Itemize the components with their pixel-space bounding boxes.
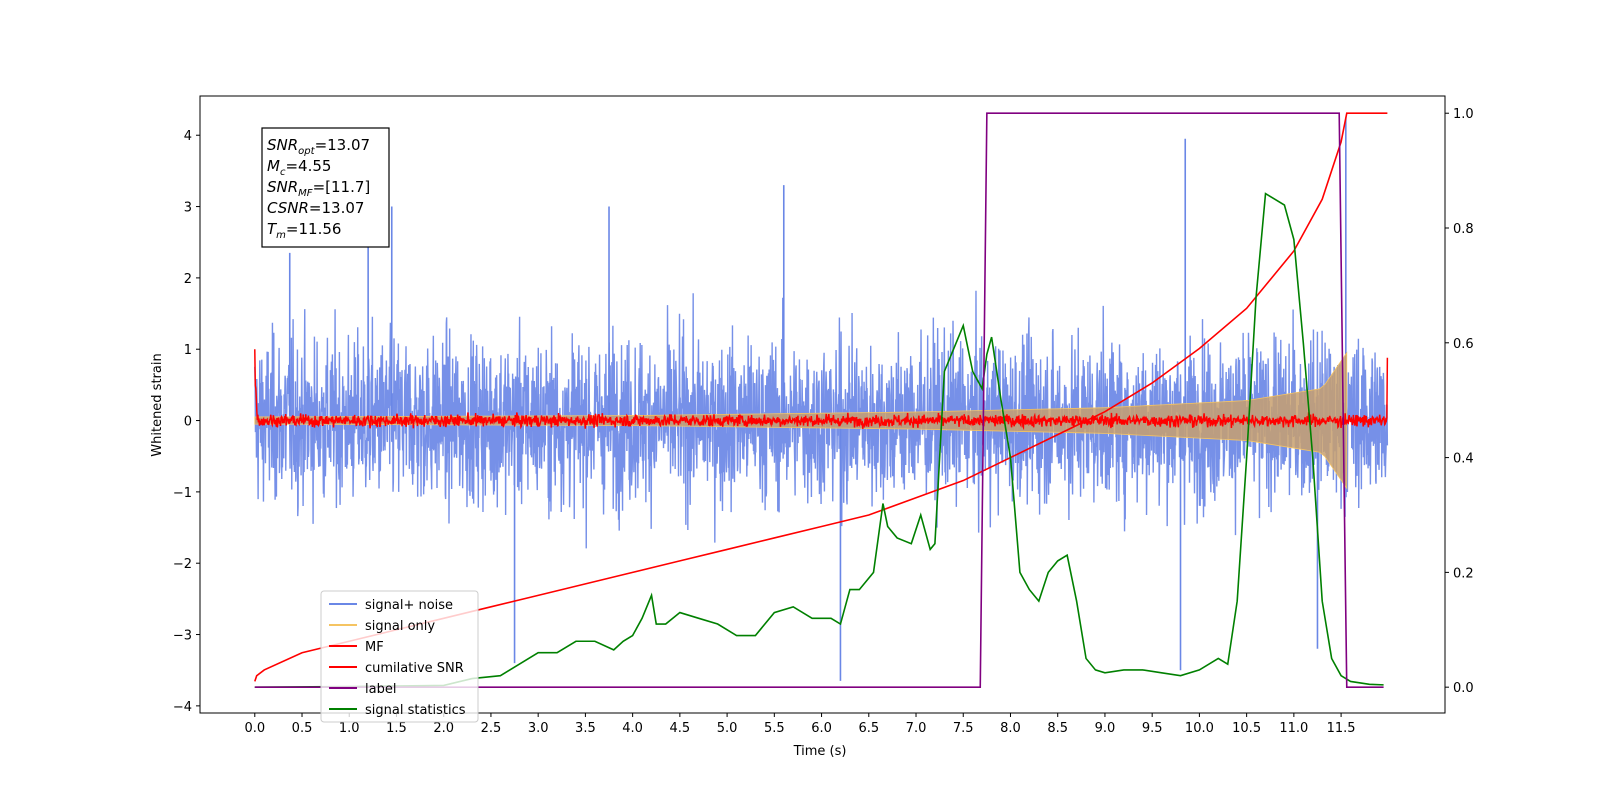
y-axis-label: Whitened strain <box>150 353 165 456</box>
x-tick-label: 11.5 <box>1327 721 1356 736</box>
legend-frame <box>320 590 479 723</box>
annotation-line: SNRopt=13.07 <box>267 136 370 157</box>
x-tick-label: 6.5 <box>858 721 879 736</box>
noise-trace <box>254 290 1389 549</box>
annotation-line: Tm=11.56 <box>267 220 341 241</box>
annotation-symbol: SNR <box>267 136 298 154</box>
x-tick-label: 5.5 <box>764 721 785 736</box>
x-tick-label: 7.5 <box>953 721 974 736</box>
y-tick-label: 1 <box>184 343 192 358</box>
y2-tick-label: 1.0 <box>1453 107 1474 122</box>
annotation-subscript: c <box>280 167 286 178</box>
y-axis-left: 4 3 2 1 0 −1 −2 −3 −4 <box>173 129 200 715</box>
annotation-value: =4.55 <box>285 157 331 175</box>
legend-label: label <box>365 682 396 697</box>
legend-label: signal+ noise <box>365 598 453 613</box>
y2-tick-label: 0.8 <box>1453 222 1474 237</box>
annotation-value: =13.07 <box>309 199 365 217</box>
annotation-subscript: MF <box>298 188 313 199</box>
x-tick-label: 2.0 <box>433 721 454 736</box>
annotation-line: CSNR=13.07 <box>267 199 364 217</box>
y2-tick-label: 0.2 <box>1453 566 1474 581</box>
annotation-symbol: M <box>267 157 280 175</box>
annotation-box: SNRopt=13.07Mc=4.55SNRMF=[11.7]CSNR=13.0… <box>261 127 390 248</box>
x-tick-label: 4.5 <box>670 721 691 736</box>
y-tick-label: −4 <box>173 700 192 715</box>
x-tick-label: 3.0 <box>528 721 549 736</box>
mf-trace <box>254 349 1389 431</box>
y-axis-right: 1.0 0.8 0.6 0.4 0.2 0.0 <box>1445 107 1474 696</box>
series-label <box>254 112 1384 688</box>
annotation-value: =13.07 <box>315 136 371 154</box>
y-tick-label: −3 <box>173 629 192 644</box>
x-tick-label: 1.0 <box>339 721 360 736</box>
annotation-subscript: opt <box>298 146 315 157</box>
series-signal-statistics <box>254 192 1384 688</box>
legend-label: MF <box>365 640 384 655</box>
x-tick-label: 10.5 <box>1232 721 1261 736</box>
x-tick-label: 8.0 <box>1000 721 1021 736</box>
annotation-value: =11.56 <box>286 220 342 238</box>
annotation-line: Mc=4.55 <box>267 157 331 178</box>
legend-label: signal statistics <box>365 703 466 718</box>
y-tick-label: 2 <box>184 272 192 287</box>
y-tick-label: 4 <box>184 129 192 144</box>
x-tick-label: 7.0 <box>906 721 927 736</box>
y2-tick-label: 0.6 <box>1453 337 1474 352</box>
x-tick-label: 9.5 <box>1142 721 1163 736</box>
annotation-value: =[11.7] <box>313 178 371 196</box>
x-tick-label: 10.0 <box>1185 721 1214 736</box>
signal-statistics-line <box>254 192 1384 688</box>
x-tick-label: 11.0 <box>1279 721 1308 736</box>
annotation-symbol: T <box>267 220 278 238</box>
y2-tick-label: 0.4 <box>1453 452 1474 467</box>
plot-frame <box>199 95 1446 714</box>
y-tick-label: 3 <box>184 201 192 216</box>
y-tick-label: −2 <box>173 557 192 572</box>
annotation-line: SNRMF=[11.7] <box>267 178 370 199</box>
annotation-symbol: SNR <box>267 178 298 196</box>
x-tick-label: 2.5 <box>481 721 502 736</box>
plot-area <box>254 112 1389 688</box>
x-tick-label: 8.5 <box>1047 721 1068 736</box>
y2-tick-label: 0.0 <box>1453 681 1474 696</box>
x-tick-label: 4.0 <box>622 721 643 736</box>
annotation-symbol: CSNR <box>267 199 309 217</box>
label-line <box>254 112 1384 688</box>
x-axis-label: Time (s) <box>793 744 847 759</box>
x-tick-label: 0.5 <box>292 721 313 736</box>
x-axis: 0.0 0.5 1.0 1.5 2.0 2.5 3.0 3.5 4.0 4.5 5.0 5.5 6.0 6… <box>244 713 1356 736</box>
x-tick-label: 3.5 <box>575 721 596 736</box>
series-mf <box>254 349 1389 431</box>
y-tick-label: −1 <box>173 486 192 501</box>
legend-label: signal only <box>365 619 435 634</box>
x-tick-label: 0.0 <box>244 721 265 736</box>
legend: signal+ noise signal only MF cumilative SNR… <box>320 590 479 723</box>
legend-label: cumilative SNR <box>365 661 464 676</box>
annotation-frame <box>261 127 390 248</box>
x-tick-label: 1.5 <box>386 721 407 736</box>
x-tick-label: 5.0 <box>717 721 738 736</box>
x-tick-label: 9.0 <box>1095 721 1116 736</box>
y-tick-label: 0 <box>184 415 192 430</box>
x-tick-label: 6.0 <box>811 721 832 736</box>
annotation-subscript: m <box>276 230 286 241</box>
